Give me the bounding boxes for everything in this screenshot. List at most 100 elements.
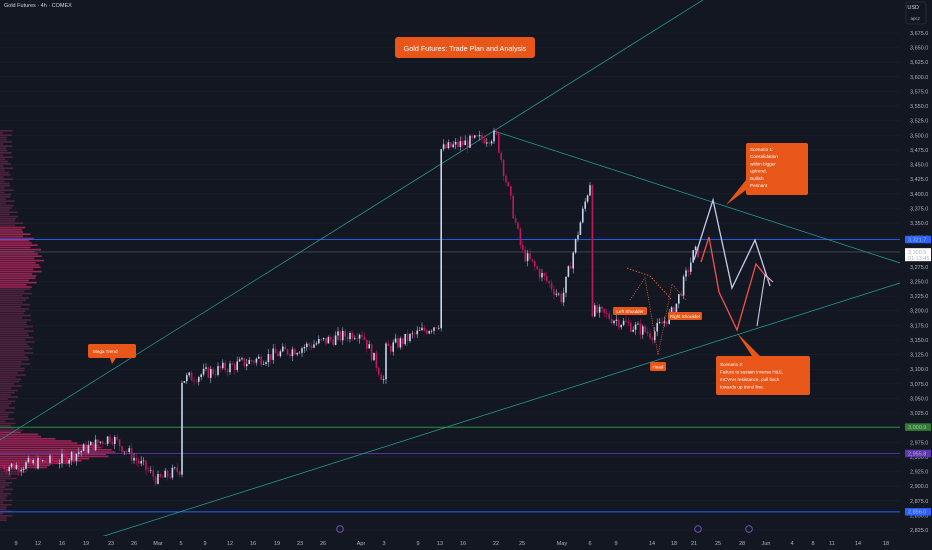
candle-body [574, 238, 577, 253]
candle-body [550, 283, 553, 290]
candle-body [255, 358, 258, 363]
volume-bar [0, 354, 25, 356]
candle-body [538, 269, 541, 278]
volume-bar [0, 185, 11, 187]
candle-body [481, 135, 483, 140]
volume-bar [0, 262, 36, 264]
price-tick-label: 3,250.0 [910, 280, 928, 286]
volume-bar [0, 339, 26, 341]
candle-body [56, 461, 58, 464]
volume-bar [0, 519, 8, 521]
price-badge [905, 449, 931, 458]
candle-body [322, 338, 325, 340]
volume-bar [0, 356, 28, 359]
candle-body [169, 476, 171, 478]
chart-header: Gold Futures · 4h · COMEX [4, 3, 72, 9]
candle-body [337, 331, 339, 336]
candle-body [44, 460, 46, 463]
candle-body [198, 377, 200, 382]
volume-bar [0, 402, 12, 405]
currency-label[interactable]: USD [907, 5, 919, 11]
candle-body [1, 465, 3, 467]
candle-body [34, 459, 37, 469]
candle-body [46, 462, 49, 464]
candle-body [90, 441, 92, 446]
price-tick-label: 3,650.0 [910, 46, 928, 52]
time-tick-label: 9 [416, 541, 419, 547]
candle-body [490, 141, 493, 144]
candle-body [454, 141, 457, 145]
event-marker-icon [694, 525, 702, 533]
volume-bar [0, 341, 35, 343]
volume-bar [0, 138, 7, 141]
candle-body [586, 195, 589, 202]
candle-body [608, 313, 610, 319]
symbol-label[interactable]: Gold Futures · 4h · COMEX [4, 3, 72, 9]
time-tick-label: Mar [153, 541, 163, 547]
price-tick-label: 3,475.0 [910, 148, 928, 154]
volume-bar [0, 209, 10, 211]
candle-body [272, 348, 274, 360]
volume-bar [0, 143, 4, 145]
candle-body [514, 218, 517, 223]
title-box [395, 37, 535, 58]
candle-body [430, 330, 433, 332]
candle-body [164, 470, 166, 478]
candle-body [70, 452, 73, 461]
volume-bar [0, 152, 12, 154]
time-tick-label: Apr [357, 541, 366, 547]
candle-body [378, 367, 380, 375]
candle-body [680, 294, 682, 296]
volume-bar [0, 435, 41, 438]
volume-bar [0, 501, 4, 504]
time-tick-label: 16 [59, 541, 65, 547]
candle-body [250, 359, 253, 362]
volume-bar [0, 462, 69, 464]
candle-body [200, 374, 202, 378]
candle-body [171, 467, 174, 478]
volume-bar [0, 163, 12, 165]
candle-body [286, 349, 289, 355]
candle-body [80, 451, 82, 453]
candle-body [438, 328, 440, 329]
scenario1-pointer [726, 180, 746, 205]
candle-body [543, 272, 546, 276]
candle-body [18, 464, 20, 472]
candle-body [193, 380, 195, 382]
candle-body [606, 312, 608, 314]
candle-body [152, 470, 154, 477]
candle-body [462, 141, 464, 146]
left-shoulder-label: Left Shoulder [616, 309, 644, 314]
volume-profile [0, 130, 116, 521]
candle-body [519, 228, 522, 245]
time-tick-label: 19 [274, 541, 280, 547]
volume-bar [0, 253, 38, 255]
candle-body [687, 270, 690, 272]
candle-body [622, 320, 625, 326]
candle-body [303, 347, 306, 349]
volume-bar [0, 233, 31, 235]
price-tick-label: 3,225.0 [910, 294, 928, 300]
candle-body [68, 460, 70, 464]
time-tick-label: 13 [437, 541, 443, 547]
price-tick-label: 3,550.0 [910, 104, 928, 110]
head-label: Head [653, 365, 664, 370]
volume-bar [0, 330, 34, 332]
price-tick-label: 3,500.0 [910, 133, 928, 139]
price-tick-label: 3,450.0 [910, 163, 928, 169]
volume-bar [0, 477, 17, 480]
candle-body [510, 186, 512, 196]
candle-body [279, 351, 282, 357]
candle-body [78, 452, 80, 454]
candle-body [646, 331, 649, 334]
candle-body [356, 338, 358, 339]
neckline [626, 267, 673, 301]
volume-bar [0, 295, 23, 297]
event-marker-icon [745, 525, 753, 533]
candle-body [282, 346, 284, 352]
scenario1-line: Pennant [750, 183, 768, 188]
candle-body [394, 338, 397, 343]
volume-bar [0, 257, 35, 260]
